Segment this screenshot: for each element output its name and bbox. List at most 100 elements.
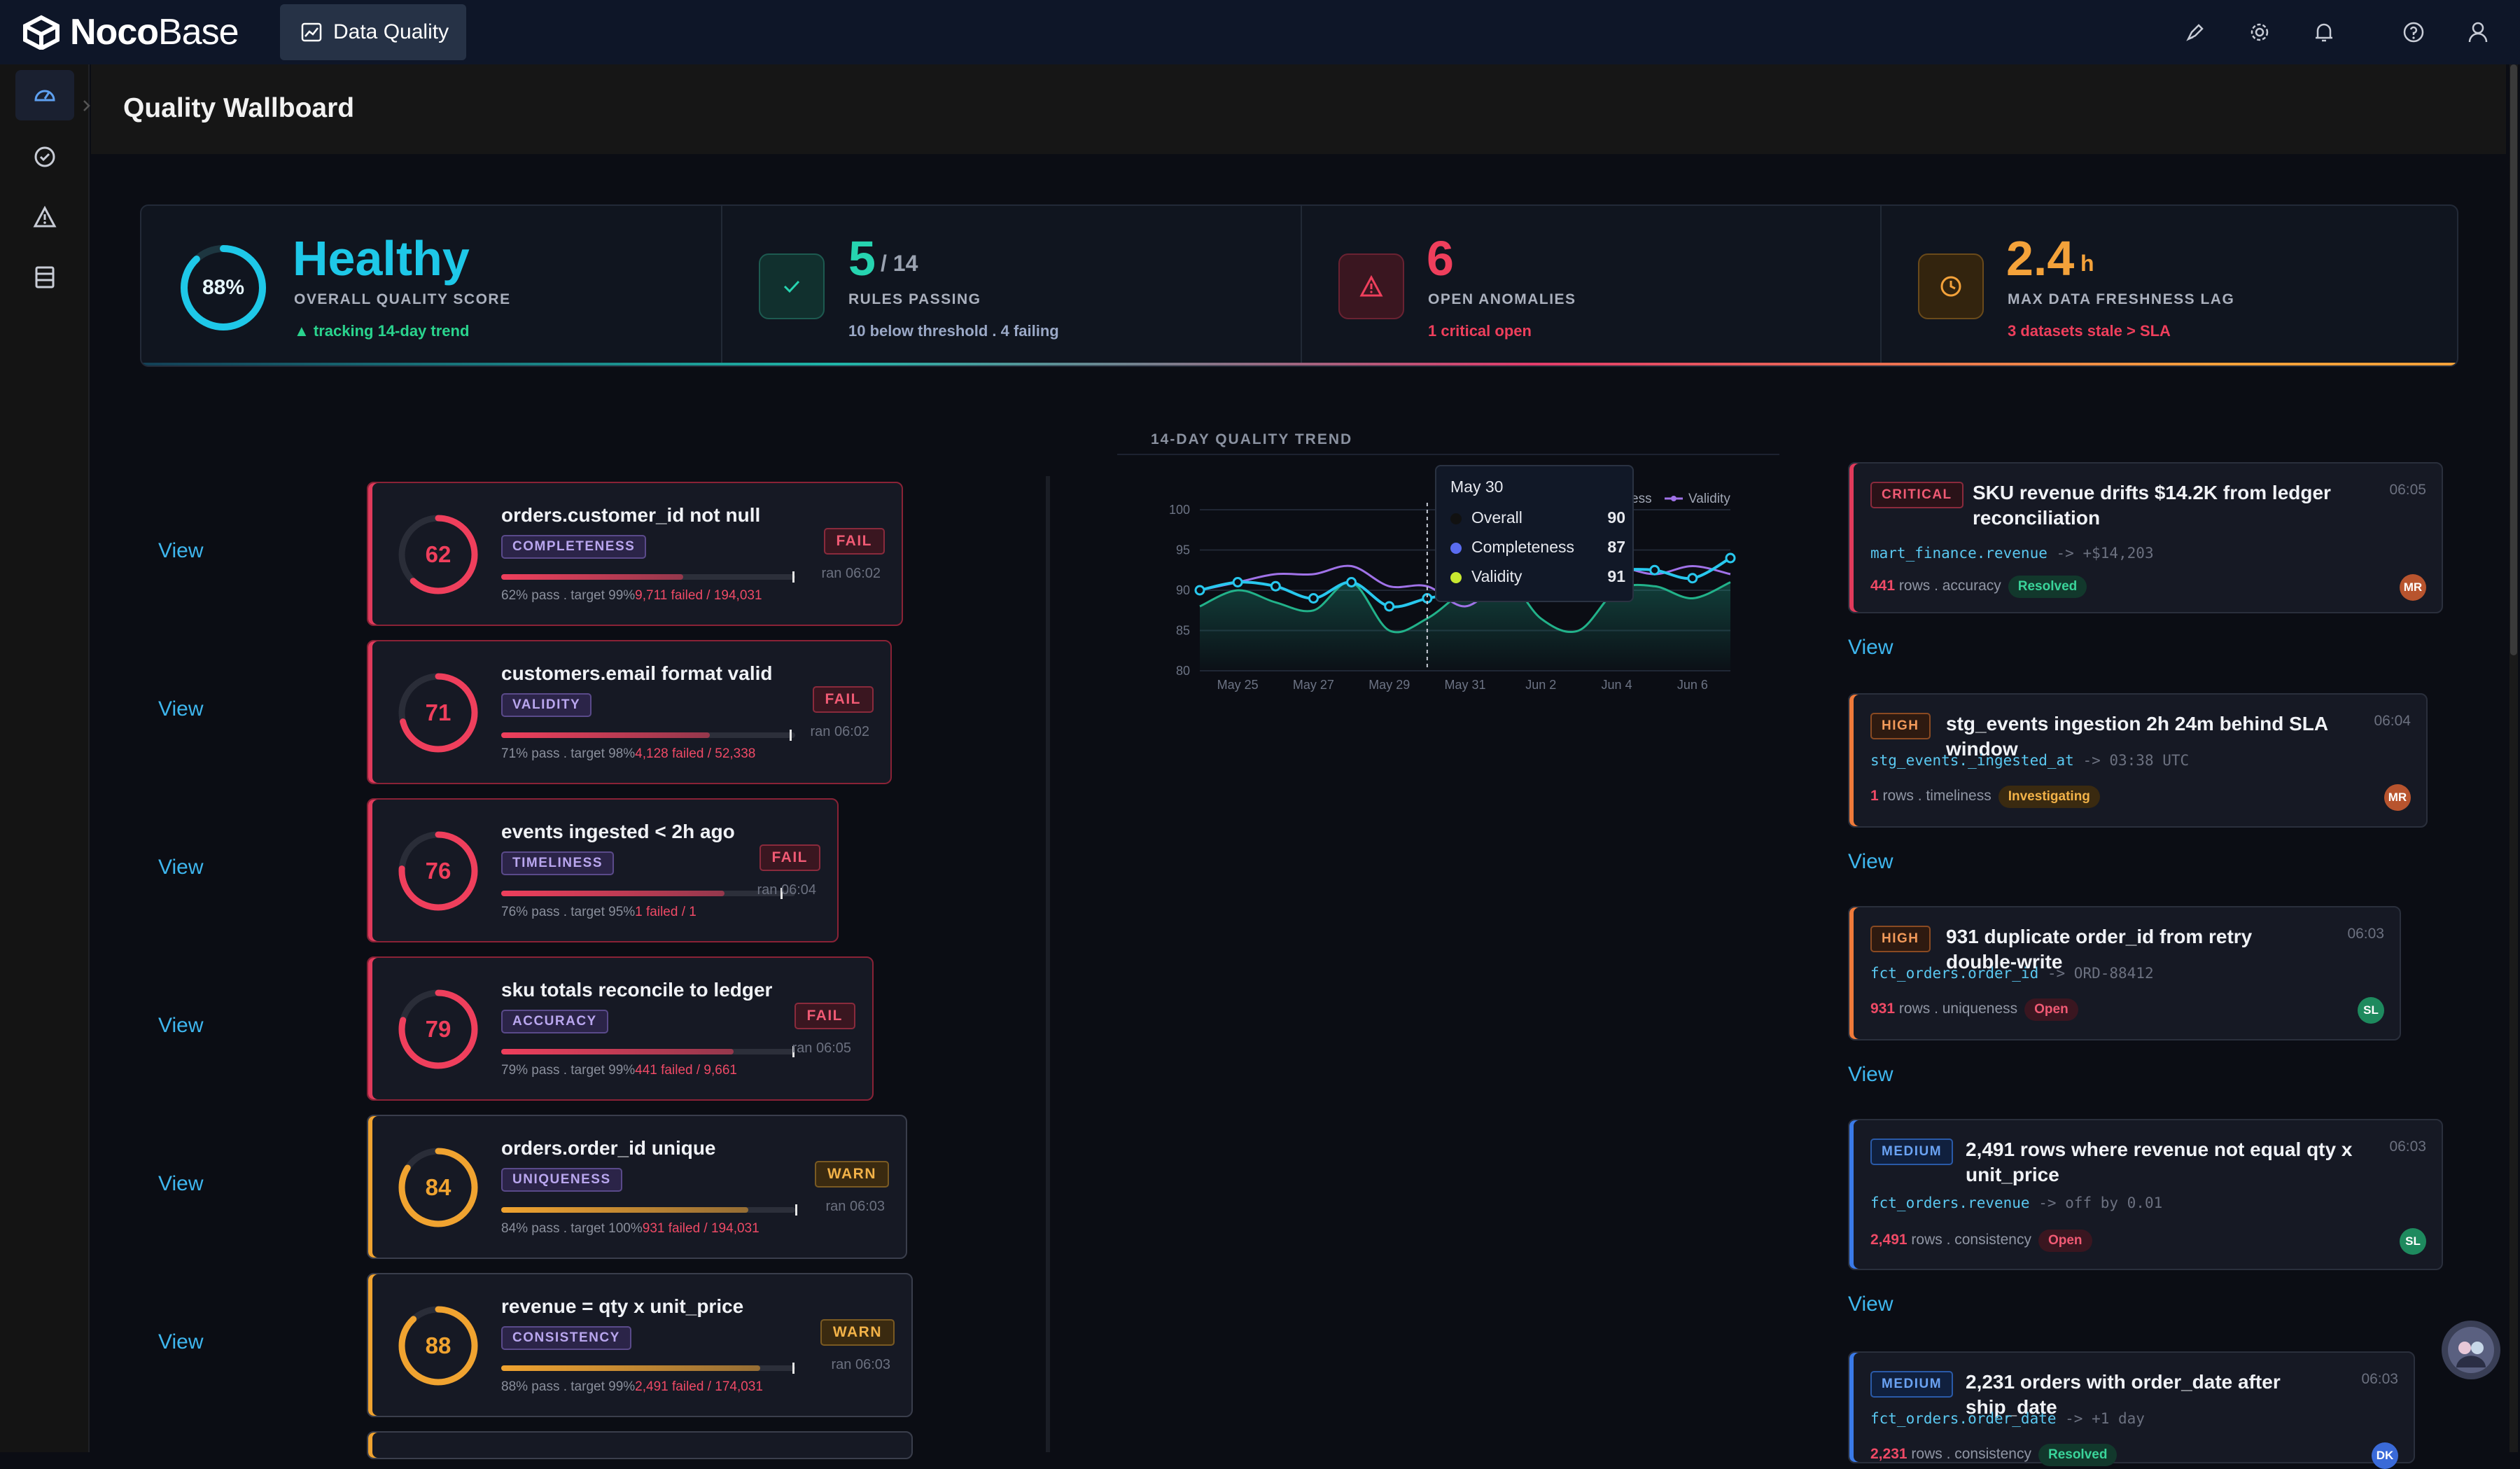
rule-pass-fill (501, 891, 725, 896)
warning-icon (33, 206, 57, 228)
kpi-label: RULES PASSING (848, 291, 981, 307)
rule-target-marker (780, 888, 783, 899)
sidebar-item-anomalies[interactable] (15, 192, 74, 242)
freshness-unit: h (2080, 251, 2094, 276)
rule-card[interactable]: 84 orders.order_id unique UNIQUENESS 84%… (367, 1115, 907, 1259)
kpi-accent-line (141, 363, 2457, 365)
kpi-sub: 3 datasets stale > SLA (2008, 322, 2171, 340)
dashboard-icon (34, 90, 55, 102)
help-icon[interactable] (2400, 18, 2428, 46)
rule-status-badge: WARN (820, 1319, 895, 1346)
nocobase-logo[interactable]: NocoBase (21, 11, 239, 53)
anomaly-field-ref: fct_orders.revenue -> off by 0.01 (1870, 1195, 2163, 1211)
x-tick-label: Jun 4 (1602, 678, 1632, 692)
tooltip-value: 87 (1607, 538, 1625, 556)
rule-status-badge: FAIL (759, 844, 820, 871)
sidebar-collapse-toggle[interactable] (80, 95, 99, 123)
check-icon (759, 253, 825, 319)
anomaly-view-link[interactable]: View (1848, 636, 1893, 659)
kpi-sub: 1 critical open (1428, 322, 1532, 340)
rule-target-marker (792, 1046, 794, 1057)
overall-point (1384, 601, 1395, 612)
rule-card[interactable]: 88 revenue = qty x unit_price CONSISTENC… (367, 1273, 913, 1417)
rule-view-link[interactable]: View (158, 1330, 204, 1353)
rule-score-ring (398, 1148, 478, 1227)
tooltip-series: Overall (1471, 508, 1522, 527)
anomaly-card[interactable]: HIGH 931 duplicate order_id from retry d… (1848, 906, 2401, 1040)
sidebar-item-checks[interactable] (15, 132, 74, 182)
anomaly-title: stg_events ingestion 2h 24m behind SLA w… (1946, 713, 2328, 760)
kpi-open-anomalies: 6 OPEN ANOMALIES 1 critical open (1302, 206, 1882, 365)
anomaly-card[interactable]: MEDIUM 2,231 orders with order_date afte… (1848, 1351, 2415, 1469)
y-tick-label: 85 (1176, 624, 1190, 638)
clock-icon (1918, 253, 1984, 319)
anomaly-status-badge: Open (2024, 998, 2078, 1021)
user-icon[interactable] (2464, 18, 2492, 46)
tooltip-dot (1450, 572, 1462, 583)
kpi-label: OPEN ANOMALIES (1428, 291, 1576, 307)
y-tick-label: 95 (1176, 543, 1190, 557)
rule-dimension-chip: TIMELINESS (501, 851, 615, 875)
rule-card[interactable]: 79 sku totals reconcile to ledger ACCURA… (367, 956, 874, 1101)
rule-card[interactable]: 71 customers.email format valid VALIDITY… (367, 640, 892, 784)
bell-icon[interactable] (2310, 18, 2338, 46)
overall-point (1725, 552, 1736, 564)
anomaly-card[interactable]: HIGH stg_events ingestion 2h 24m behind … (1848, 693, 2428, 828)
rule-card[interactable]: 62 orders.customer_id not null COMPLETEN… (367, 482, 903, 626)
kpi-label: MAX DATA FRESHNESS LAG (2008, 291, 2235, 307)
anomaly-view-link[interactable]: View (1848, 1293, 1893, 1316)
rule-view-link[interactable]: View (158, 856, 204, 879)
menu-tab-data-quality[interactable]: Data Quality (280, 4, 466, 60)
check-circle-icon (34, 146, 55, 167)
sidebar-item-tables[interactable] (15, 252, 74, 302)
rule-ran-time: ran 06:04 (757, 882, 816, 898)
tooltip-row: Validity 91 (1450, 567, 1625, 588)
gear-icon[interactable] (2246, 18, 2274, 46)
assignee-avatar[interactable]: SL (2358, 997, 2384, 1024)
chart-title: 14-DAY QUALITY TREND (1151, 431, 1353, 447)
rule-pass-fill (501, 1049, 734, 1054)
rule-title: orders.order_id unique (501, 1137, 716, 1159)
anomaly-meta: 441 rows . accuracy Resolved (1870, 576, 2087, 598)
assignee-avatar[interactable]: SL (2400, 1228, 2426, 1255)
assistant-icon (2448, 1327, 2494, 1373)
tooltip-row: Completeness 87 (1450, 538, 1625, 559)
rule-card[interactable]: 76 events ingested < 2h ago TIMELINESS 7… (367, 798, 839, 942)
anomaly-view-link[interactable]: View (1848, 1063, 1893, 1086)
rule-pass-bar (501, 1363, 795, 1374)
overall-point (1687, 573, 1698, 584)
rule-view-link[interactable]: View (158, 1014, 204, 1037)
assignee-avatar[interactable]: MR (2400, 574, 2426, 601)
rule-view-link[interactable]: View (158, 697, 204, 720)
anomaly-time: 06:05 (2389, 482, 2426, 498)
page-header (91, 64, 2506, 154)
legend-swatch-dot (1671, 496, 1676, 501)
assistant-avatar-button[interactable] (2442, 1321, 2500, 1379)
x-tick-label: May 25 (1217, 678, 1259, 692)
assignee-avatar[interactable]: MR (2384, 784, 2411, 811)
anomaly-card[interactable]: CRITICAL SKU revenue drifts $14.2K from … (1848, 462, 2443, 613)
kpi-divider (721, 206, 722, 365)
rule-pass-fill (501, 1365, 760, 1371)
rule-score: 79 (425, 1016, 451, 1042)
rule-score: 71 (425, 699, 451, 725)
rule-card[interactable] (367, 1431, 913, 1459)
paint-icon[interactable] (2181, 18, 2209, 46)
rule-dimension-chip: ACCURACY (501, 1010, 608, 1033)
anomaly-time: 06:04 (2374, 713, 2411, 729)
y-tick-label: 100 (1169, 503, 1190, 517)
overall-point (1308, 593, 1319, 604)
rule-view-link[interactable]: View (158, 1172, 204, 1195)
scrollbar-thumb[interactable] (2510, 64, 2517, 655)
rule-score-ring (398, 515, 478, 594)
sidebar-item-dashboard[interactable] (15, 70, 74, 120)
anomaly-card[interactable]: MEDIUM 2,491 rows where revenue not equa… (1848, 1119, 2443, 1270)
rule-view-link[interactable]: View (158, 539, 204, 562)
rule-score: 84 (425, 1174, 451, 1200)
anomaly-title: 2,491 rows where revenue not equal qty x… (1966, 1139, 2353, 1185)
rule-target-marker (795, 1204, 797, 1216)
anomaly-view-link[interactable]: View (1848, 850, 1893, 873)
anomaly-time: 06:03 (2347, 926, 2384, 942)
rule-status-badge: FAIL (823, 528, 885, 555)
assignee-avatar[interactable]: DK (2372, 1442, 2398, 1469)
